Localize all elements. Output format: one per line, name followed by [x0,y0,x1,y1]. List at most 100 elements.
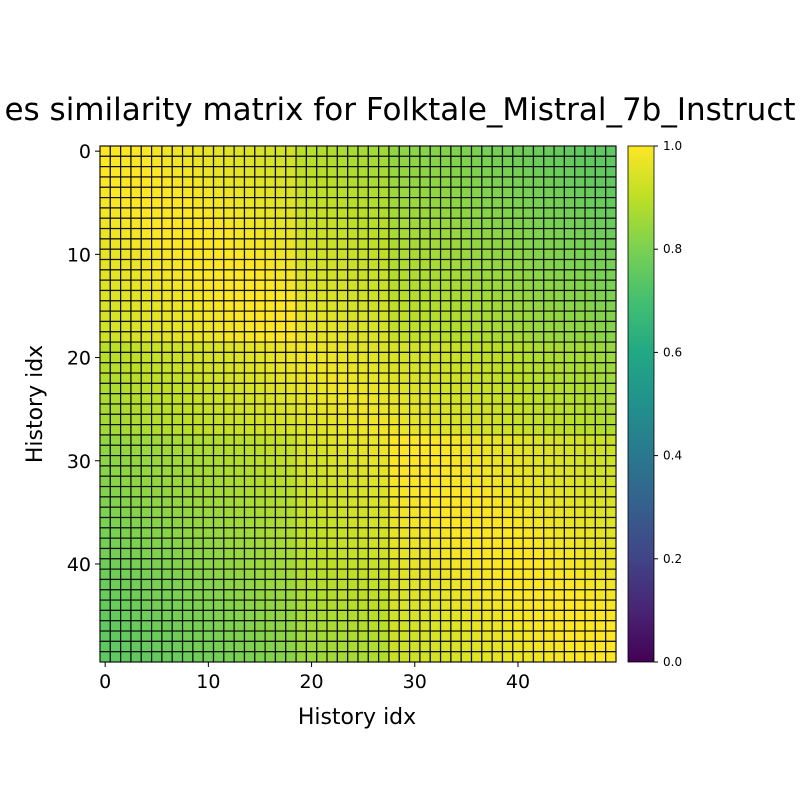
heatmap-cell [491,516,504,529]
heatmap-cell [171,516,184,529]
heatmap-cell [202,434,215,446]
heatmap-cell [347,258,359,271]
heatmap-cell [563,166,576,178]
heatmap-cell [336,485,349,498]
heatmap-cell [295,248,307,261]
heatmap-cell [264,217,277,230]
heatmap-cell [140,609,153,622]
heatmap-cell [285,413,297,426]
heatmap-cell [450,589,462,601]
heatmap-cell [243,578,256,591]
heatmap-cell [419,568,431,581]
heatmap-cell [316,258,328,271]
heatmap-cell [605,186,617,199]
heatmap-cell [202,300,215,312]
heatmap-cell [532,166,545,178]
heatmap-cell [151,331,163,343]
heatmap-cell [460,485,473,498]
heatmap-cell [491,465,504,477]
colorbar-tick-label: 0.4 [663,449,682,463]
heatmap-cell [522,362,535,374]
heatmap-cell [192,620,204,632]
heatmap-cell [202,485,215,498]
heatmap-cell [212,609,225,622]
heatmap-cell [347,424,359,436]
heatmap-cell [460,424,473,436]
heatmap-cell [161,651,173,663]
heatmap-cell [254,269,266,281]
heatmap-cell [450,197,462,209]
heatmap-cell [522,341,535,353]
heatmap-cell [233,207,246,219]
heatmap-cell [398,403,411,415]
heatmap-cell [460,558,473,570]
heatmap-cell [264,444,277,457]
heatmap-cell [460,630,473,642]
heatmap-cell [543,527,555,539]
heatmap-cell [543,547,555,560]
heatmap-cell [532,238,545,250]
heatmap-cell [512,589,524,601]
heatmap-cell [543,217,555,230]
heatmap-cell [605,475,617,488]
heatmap-cell [151,403,163,415]
heatmap-cell [223,537,235,550]
heatmap-cell [429,496,442,508]
heatmap-cell [553,289,566,302]
heatmap-cell [212,568,225,581]
heatmap-cell [99,331,111,343]
heatmap-cell [563,599,576,612]
heatmap-cell [202,372,215,384]
heatmap-cell [357,444,369,457]
heatmap-cell [450,207,462,219]
heatmap-cell [274,413,287,426]
heatmap-cell [295,630,307,642]
heatmap-cell [460,651,473,663]
heatmap-cell [243,279,256,292]
heatmap-cell [378,331,390,343]
heatmap-cell [120,589,132,601]
heatmap-cell [522,527,535,539]
heatmap-cell [367,475,380,488]
heatmap-cell [584,362,596,374]
heatmap-cell [543,620,555,632]
heatmap-cell [543,269,555,281]
heatmap-cell [450,289,462,302]
heatmap-cell [223,527,235,539]
heatmap-cell [274,568,287,581]
chart-title: es similarity matrix for Folktale_Mistra… [4,92,795,128]
heatmap-cell [460,279,473,292]
heatmap-cell [264,527,277,539]
heatmap-cell [151,475,163,488]
heatmap-cell [254,589,266,601]
heatmap-cell [264,599,277,612]
heatmap-cell [171,527,184,539]
heatmap-cell [460,341,473,353]
heatmap-cell [285,207,297,219]
heatmap-cell [326,310,338,323]
heatmap-cell [388,279,400,292]
heatmap-cell [512,475,524,488]
heatmap-cell [295,362,307,374]
heatmap-cell [491,289,504,302]
heatmap-cell [212,227,225,240]
heatmap-cell [594,413,607,426]
heatmap-cell [151,186,163,199]
heatmap-cell [481,186,493,199]
heatmap-cell [336,589,349,601]
heatmap-cell [285,341,297,353]
heatmap-cell [409,620,421,632]
heatmap-cell [470,444,483,457]
heatmap-cell [574,207,586,219]
y-tick-label: 40 [67,554,91,576]
heatmap-cell [192,547,204,560]
heatmap-cell [243,362,256,374]
heatmap-cell [171,485,184,498]
heatmap-cell [470,166,483,178]
heatmap-cell [429,310,442,323]
heatmap-cell [99,362,111,374]
heatmap-cell [553,362,566,374]
heatmap-cell [460,310,473,323]
heatmap-cell [264,372,277,384]
heatmap-cell [470,145,483,157]
